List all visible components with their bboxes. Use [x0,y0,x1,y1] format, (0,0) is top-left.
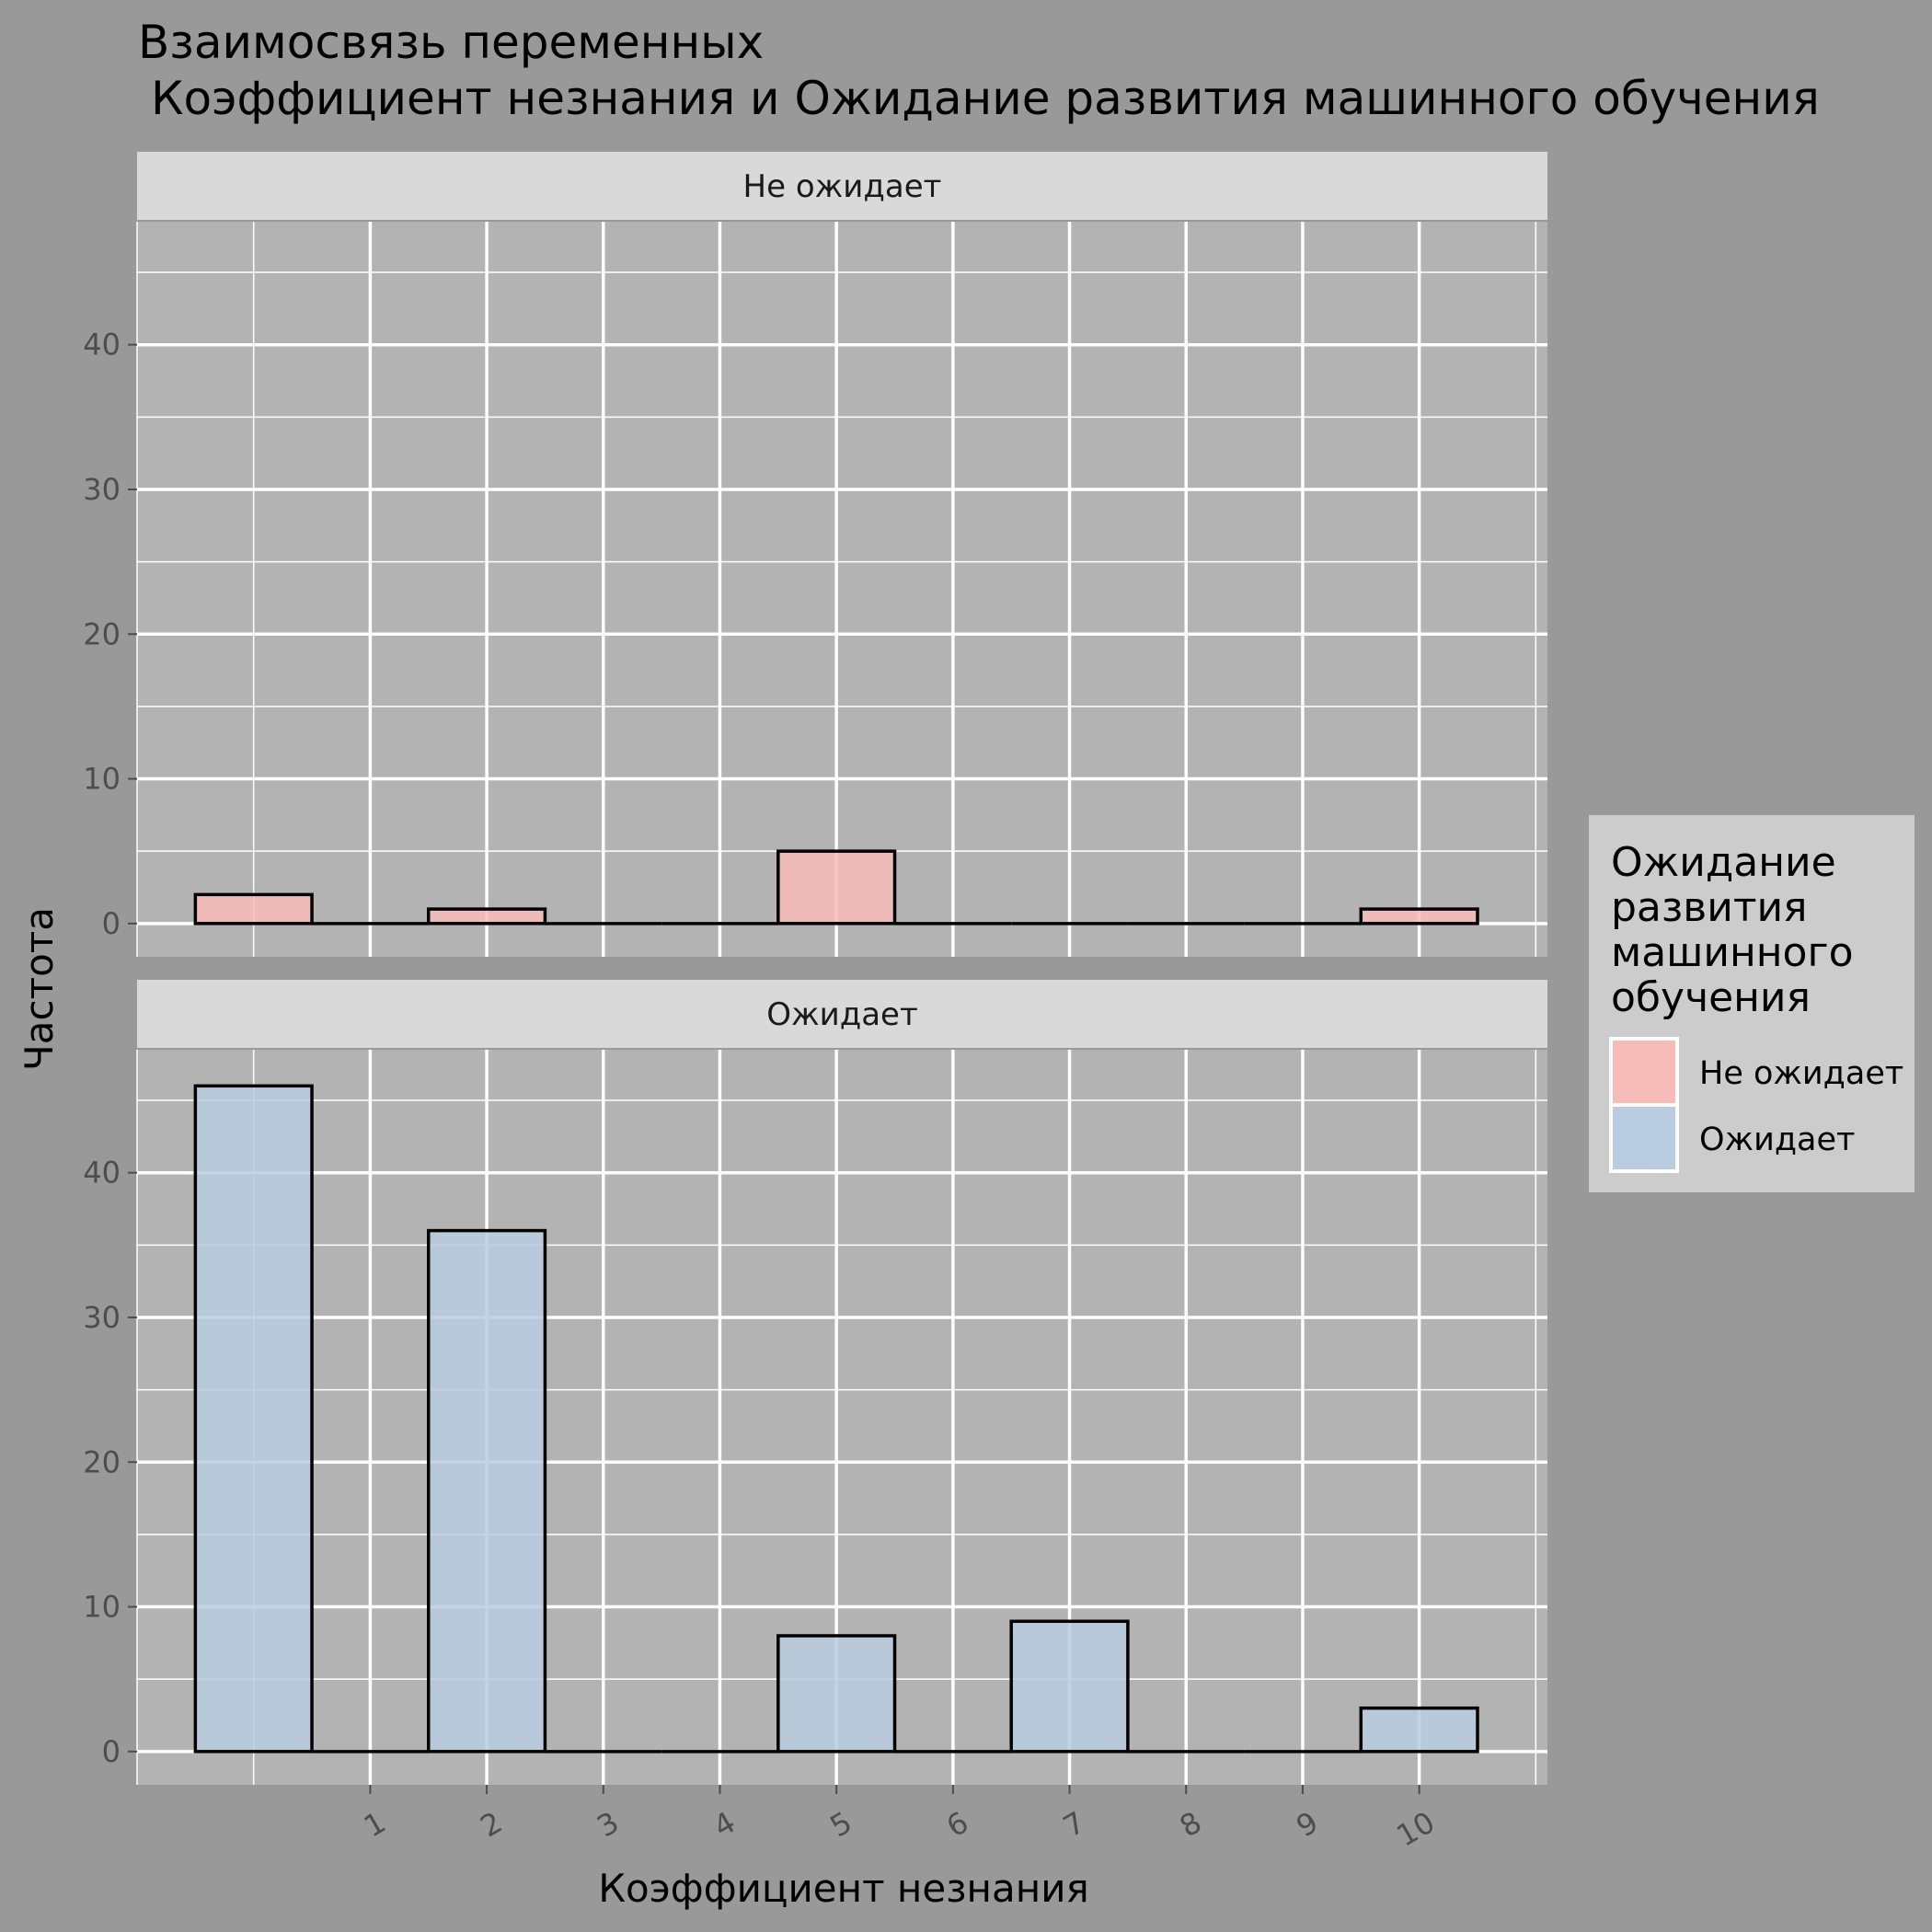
x-axis-title: Коэффициент незнания [598,1866,1089,1911]
panel-1: Не ожидает 0 10 20 30 40 [83,152,1547,957]
y-tick-label: 0 [102,906,121,941]
bar [776,849,897,926]
legend-key-ne-ozhidaet [1609,1037,1679,1107]
x-tick-label: 10 [1391,1804,1441,1853]
bar [1359,907,1479,926]
y-tick-label: 20 [83,616,121,651]
bar [193,1084,314,1754]
panel-2: Ожидает 0 10 20 30 40 [83,980,1547,1785]
legend-label-ne-ozhidaet: Не ожидает [1699,1055,1903,1092]
strip-background [137,152,1547,220]
legend-title-line-2: развития [1611,884,1808,931]
legend-title-line-3: машинного [1611,929,1854,976]
y-axis-title: Частота [17,907,62,1071]
x-axis: 1 2 3 4 5 6 7 8 9 10 [358,1785,1441,1854]
legend-key-ozhidaet [1609,1103,1679,1173]
strip-label: Ожидает [766,996,918,1033]
title-line-1: Взаимосвязь переменных [138,16,764,69]
y-tick-label: 10 [83,1590,121,1625]
legend-title-line-1: Ожидание [1611,839,1836,886]
bar [426,907,547,926]
y-tick-label: 0 [102,1734,121,1769]
x-tick-label: 3 [591,1804,625,1844]
title-line-2: Коэффициент незнания и Ожидание развития… [151,72,1820,125]
facet-panels: Не ожидает 0 10 20 30 40 Ожидает 0 10 20 30 40 [83,152,1547,1785]
x-tick-label: 8 [1174,1804,1208,1844]
legend-label-ozhidaet: Ожидает [1699,1121,1855,1158]
y-tick-label: 40 [83,1156,121,1190]
bar [1359,1706,1479,1754]
bar [776,1634,897,1754]
y-tick-label: 20 [83,1444,121,1479]
x-tick-label: 6 [940,1804,974,1844]
legend-title-line-4: обучения [1611,974,1811,1021]
strip-label: Не ожидает [743,168,942,205]
x-tick-label: 5 [824,1804,858,1844]
y-tick-label: 40 [83,328,121,362]
x-tick-label: 2 [475,1804,509,1844]
y-tick-label: 30 [83,1300,121,1335]
legend: Ожидание развития машинного обучения Не … [1589,815,1915,1192]
chart-title: Взаимосвязь переменных Коэффициент незна… [138,16,1820,125]
bar [193,892,314,926]
strip-background [137,980,1547,1048]
y-tick-label: 10 [83,762,121,797]
panel-background [137,222,1547,957]
x-tick-label: 1 [358,1804,392,1844]
x-tick-label: 7 [1057,1804,1091,1844]
x-tick-label: 9 [1291,1804,1325,1844]
y-tick-label: 30 [83,472,121,507]
x-tick-label: 4 [707,1804,742,1844]
bar [426,1228,547,1754]
bar [1009,1619,1130,1754]
